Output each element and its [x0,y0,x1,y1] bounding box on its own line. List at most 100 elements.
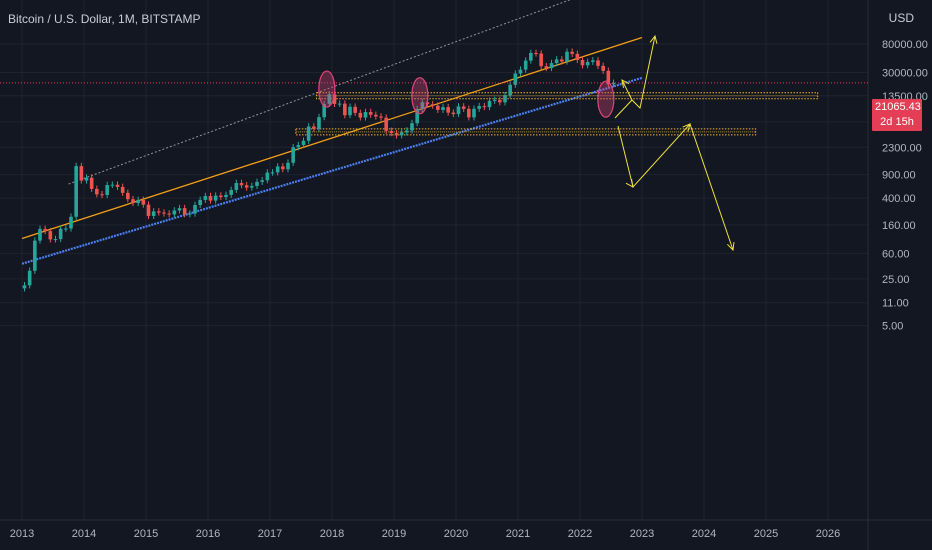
x-tick-label: 2023 [630,528,654,540]
arrow-low1-head [625,179,634,188]
candle-body [410,123,414,131]
candle-body [291,147,295,163]
x-tick-label: 2024 [692,528,716,540]
candle-body [332,94,337,104]
candle-body [322,103,326,118]
candle-body [399,132,404,136]
candle-body [172,210,177,215]
arrow-retest-head [682,123,691,132]
candle-body [224,194,228,198]
candle-body [363,111,368,118]
last-price-value: 21065.43 [875,101,921,113]
candle-body [405,130,409,133]
candle-body [79,166,84,181]
candle-body [601,65,605,71]
last-price-tag: 21065.43 2d 15h [872,99,922,131]
candle-body [441,107,445,110]
candle-body [193,205,197,214]
candle-body [472,108,476,118]
y-axis: 80000.0030000.0013500.005500.002300.0090… [882,39,928,333]
candle-body [353,106,357,113]
candle-body [239,183,244,186]
y-tick-label: 25.00 [882,274,910,286]
candle-body [198,199,202,206]
support-zone [295,128,757,136]
candle-body [157,211,161,213]
candle-body [585,61,590,66]
candle-body [513,73,518,85]
candle-body [250,185,254,188]
candle-body [229,189,233,195]
x-tick-label: 2025 [754,528,778,540]
candle-body [213,195,218,201]
candle-body [69,216,73,229]
candle-body [503,95,507,103]
candle-body [317,117,321,129]
candle-body [570,51,574,54]
candle-body [544,66,549,69]
candle-body [420,102,425,109]
candle-body [534,52,538,54]
candle-body [120,186,125,193]
x-tick-label: 2026 [816,528,840,540]
candle-body [306,126,311,141]
candle-body [48,231,53,240]
candle-body [146,204,151,216]
x-tick-label: 2013 [10,528,34,540]
candle-body [141,199,146,205]
arrow-bounce-head [621,79,630,88]
y-tick-label: 5.00 [882,321,903,333]
plot-area [0,0,868,292]
chart-title: Bitcoin / U.S. Dollar, 1M, BITSTAMP [8,12,201,26]
candle-body [260,180,264,182]
candle-body [606,70,611,85]
x-tick-label: 2018 [320,528,344,540]
candle-body [255,181,259,186]
candle-body [565,51,569,62]
candle-body [508,84,512,96]
candle-body [100,194,104,196]
candle-body [281,166,285,170]
candle-body [337,103,342,105]
candle-body [467,108,471,118]
candle-body [74,166,78,217]
candle-body [286,162,290,170]
candle-body [575,53,580,60]
candle-body [105,185,109,196]
candle-body [560,59,564,62]
candle-body [136,199,140,204]
arrow-down-path [617,123,734,251]
candle-body [482,106,487,108]
arrow-bounce-path [621,79,633,101]
projection-arrows [614,34,735,252]
candle-body [529,52,533,61]
candle-body [131,199,135,204]
y-tick-label: 11.00 [882,298,909,310]
arrow-up-path [614,35,656,119]
y-tick-label: 2300.00 [882,142,922,154]
candle-body [296,145,301,148]
candle-body [188,213,192,215]
currency-label: USD [888,11,914,25]
candle-body [95,188,99,195]
candle-body [312,126,316,129]
candle-body [379,116,383,118]
candle-body [384,117,388,131]
candle-body [84,177,89,181]
candle-body [89,177,94,189]
y-tick-label: 400.00 [882,193,916,205]
candle-body [110,184,115,186]
candle-body [27,270,32,286]
y-tick-label: 60.00 [882,248,910,260]
candle-body [115,184,120,187]
candle-body [343,103,347,116]
candle-body [234,183,239,190]
candle-body [461,106,466,109]
candle-body [244,185,249,188]
candle-body [549,63,554,69]
candle-body [275,166,280,173]
y-tick-label: 160.00 [882,220,916,232]
candle-body [498,100,502,103]
